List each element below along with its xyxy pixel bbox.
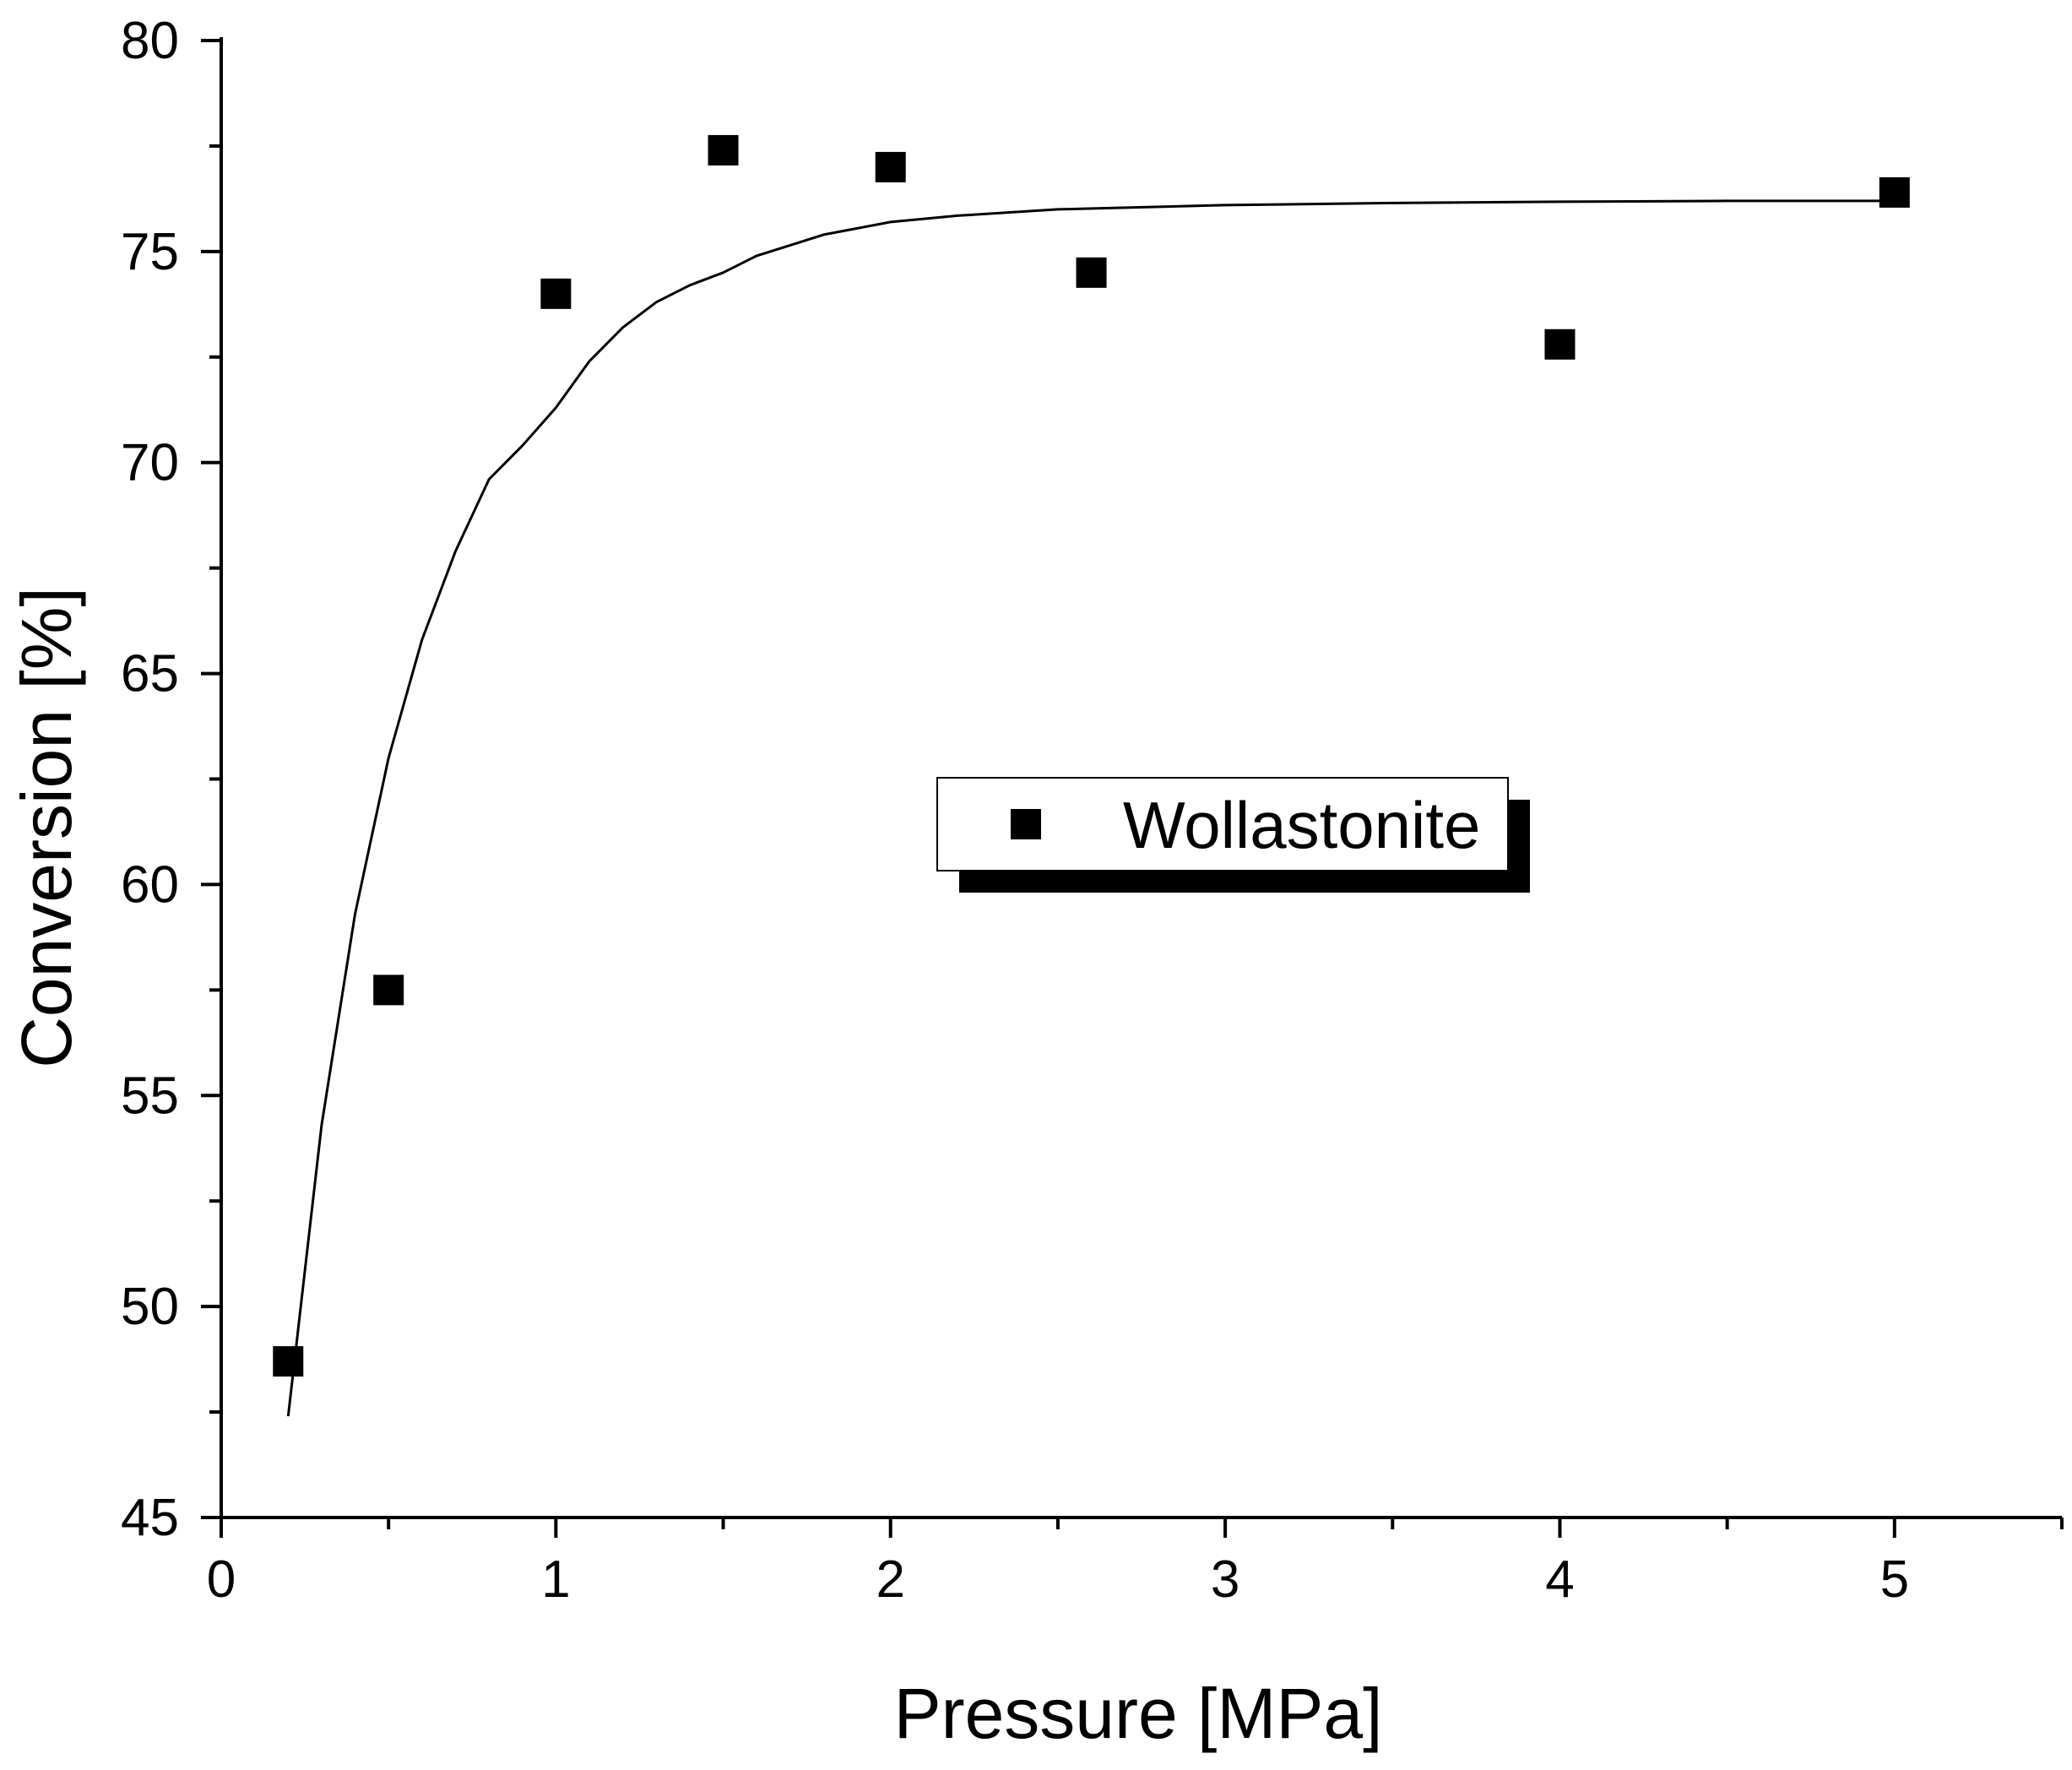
y-tick-label: 60 bbox=[121, 855, 179, 914]
x-tick-label: 3 bbox=[1211, 1550, 1239, 1609]
data-point bbox=[273, 1346, 304, 1377]
legend-marker bbox=[1011, 809, 1041, 839]
y-tick-label: 75 bbox=[121, 223, 179, 281]
y-axis-ticks: 45 50 55 60 65 70 75 80 bbox=[121, 12, 221, 1547]
x-axis-title: Pressure [MPa] bbox=[894, 1674, 1383, 1753]
y-tick-label: 80 bbox=[121, 12, 179, 70]
legend-label: Wollastonite bbox=[1123, 788, 1480, 862]
data-point bbox=[708, 134, 739, 166]
x-tick-label: 0 bbox=[207, 1550, 236, 1609]
data-point bbox=[373, 975, 404, 1006]
data-points-layer bbox=[273, 134, 1910, 1377]
x-tick-label: 4 bbox=[1545, 1550, 1574, 1609]
x-tick-label: 1 bbox=[541, 1550, 570, 1609]
x-tick-label: 5 bbox=[1880, 1550, 1909, 1609]
fit-curve bbox=[286, 199, 1895, 1417]
x-axis-ticks: 0 1 2 3 4 5 bbox=[207, 1518, 2064, 1609]
y-tick-label: 55 bbox=[121, 1067, 179, 1125]
y-tick-label: 50 bbox=[121, 1278, 179, 1336]
legend: Wollastonite bbox=[936, 777, 1530, 893]
y-tick-label: 70 bbox=[121, 434, 179, 492]
x-tick-label: 2 bbox=[876, 1550, 904, 1609]
y-axis-title: Conversion [%] bbox=[7, 587, 86, 1068]
data-point bbox=[1076, 257, 1107, 288]
y-tick-label: 45 bbox=[121, 1489, 179, 1547]
data-point bbox=[1544, 328, 1576, 360]
data-point bbox=[540, 278, 572, 309]
fit-curve-layer bbox=[286, 199, 1895, 1417]
y-tick-label: 65 bbox=[121, 645, 179, 703]
data-point bbox=[1879, 176, 1910, 208]
data-point bbox=[875, 151, 906, 182]
